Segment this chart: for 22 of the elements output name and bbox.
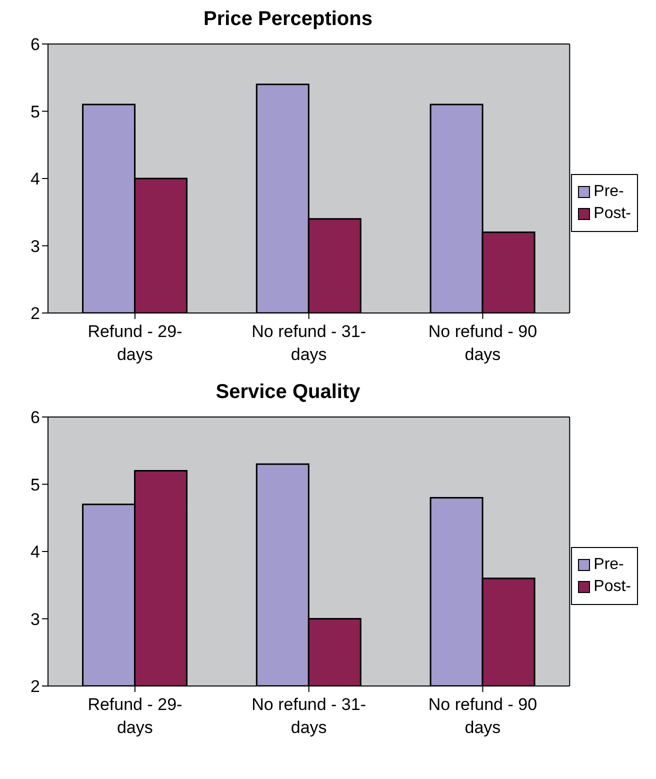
x-tick-label: Refund - 29- days [88, 322, 182, 364]
y-tick-label: 5 [30, 475, 40, 494]
x-tick-label: No refund - 90 days [428, 695, 538, 737]
x-tick-label: No refund - 31- days [252, 695, 366, 737]
legend-label: Post- [594, 578, 631, 596]
y-tick-label: 2 [30, 677, 40, 696]
y-tick-label: 3 [30, 610, 40, 629]
legend-label: Pre- [594, 556, 624, 574]
chart-title: Price Perceptions [202, 8, 374, 31]
y-tick-label: 3 [30, 236, 40, 256]
y-tick-label: 6 [30, 35, 40, 54]
x-tick-label: No refund - 31- days [252, 322, 366, 364]
y-tick-label: 4 [30, 170, 40, 189]
x-tick-label: Refund - 29- days [88, 695, 182, 737]
x-tick-label: No refund - 90 days [428, 322, 538, 364]
y-tick-label: 5 [30, 102, 40, 122]
legend-label: Pre- [594, 183, 624, 201]
y-tick-label: 2 [30, 304, 40, 324]
legend-label: Post- [594, 205, 631, 223]
chart-title: Service Quality [214, 381, 362, 404]
y-tick-label: 4 [30, 542, 40, 562]
y-tick-label: 6 [30, 408, 40, 428]
